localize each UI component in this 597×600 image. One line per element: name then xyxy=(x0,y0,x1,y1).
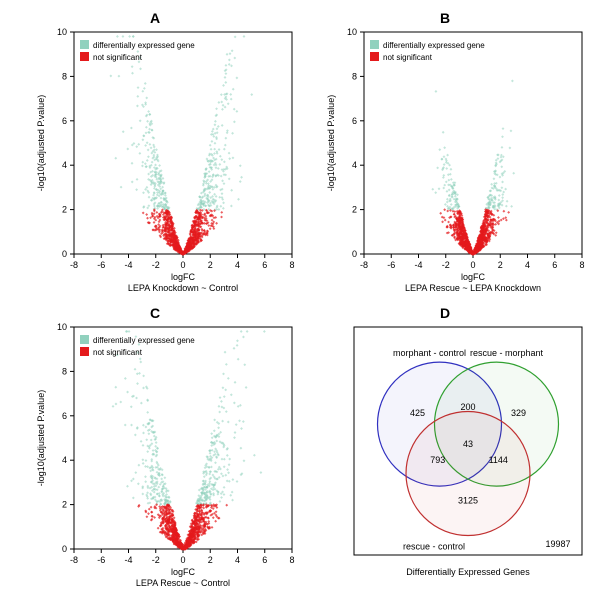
svg-text:8: 8 xyxy=(62,366,67,376)
svg-text:8: 8 xyxy=(579,260,584,270)
svg-text:6: 6 xyxy=(62,411,67,421)
svg-text:-8: -8 xyxy=(70,260,78,270)
svg-text:-2: -2 xyxy=(152,260,160,270)
svg-text:2: 2 xyxy=(62,500,67,510)
svg-text:4: 4 xyxy=(62,455,67,465)
svg-text:logFC: logFC xyxy=(171,272,196,282)
svg-text:-log10(adjusted P.value): -log10(adjusted P.value) xyxy=(36,95,46,191)
svg-text:-4: -4 xyxy=(124,555,132,565)
svg-text:-6: -6 xyxy=(97,260,105,270)
svg-text:2: 2 xyxy=(352,205,357,215)
venn-count-rm-rc: 1144 xyxy=(489,455,508,465)
panel-A-title: A xyxy=(30,10,280,26)
figure: A -8-6-4-2024680246810logFCLEPA Knockdow… xyxy=(0,0,597,600)
svg-text:0: 0 xyxy=(62,544,67,554)
svg-text:differentially expressed gene: differentially expressed gene xyxy=(93,336,195,345)
panel-B-svg: -8 -6 -4 -2 0 2 4 6 8 0 2 4 6 8 10 logFCLEPA Rescue ~ L… xyxy=(320,26,590,296)
svg-text:-8: -8 xyxy=(360,260,368,270)
svg-text:10: 10 xyxy=(57,322,67,332)
venn-count-all: 43 xyxy=(463,439,473,449)
svg-text:8: 8 xyxy=(289,555,294,565)
svg-text:-4: -4 xyxy=(124,260,132,270)
legend: differentially expressed gene not signifi… xyxy=(80,335,195,357)
venn-count-mc: 425 xyxy=(410,408,425,418)
svg-text:-log10(adjusted P.value): -log10(adjusted P.value) xyxy=(36,390,46,486)
svg-text:0: 0 xyxy=(180,260,185,270)
panel-D-title: D xyxy=(320,305,570,321)
svg-text:Differentially Expressed Genes: Differentially Expressed Genes xyxy=(406,567,530,577)
svg-text:8: 8 xyxy=(352,71,357,81)
svg-text:-6: -6 xyxy=(387,260,395,270)
svg-text:6: 6 xyxy=(262,555,267,565)
svg-text:-8: -8 xyxy=(70,555,78,565)
svg-text:LEPA Knockdown ~ Control: LEPA Knockdown ~ Control xyxy=(128,283,238,293)
svg-text:-log10(adjusted P.value): -log10(adjusted P.value) xyxy=(326,95,336,191)
svg-text:logFC: logFC xyxy=(171,567,196,577)
svg-text:2: 2 xyxy=(62,205,67,215)
svg-text:4: 4 xyxy=(525,260,530,270)
panel-C-title: C xyxy=(30,305,280,321)
svg-text:morphant - control: morphant - control xyxy=(393,348,466,358)
svg-text:0: 0 xyxy=(62,249,67,259)
venn-count-mc-rm: 200 xyxy=(460,402,475,412)
svg-text:10: 10 xyxy=(57,27,67,37)
svg-text:2: 2 xyxy=(498,260,503,270)
panel-B-title: B xyxy=(320,10,570,26)
svg-text:8: 8 xyxy=(62,71,67,81)
panel-A: A -8 -6 -4 -2 0 2 4 6 8 0 2 4 6 8 10 logFCLEPA Knockdow… xyxy=(30,10,300,300)
svg-text:-4: -4 xyxy=(414,260,422,270)
svg-text:-2: -2 xyxy=(152,555,160,565)
svg-text:6: 6 xyxy=(262,260,267,270)
panel-B: B -8 -6 -4 -2 0 2 4 6 8 0 2 4 6 8 10 logFCLEPA Rescue ~… xyxy=(320,10,590,300)
svg-text:0: 0 xyxy=(352,249,357,259)
svg-text:0: 0 xyxy=(470,260,475,270)
panel-A-svg: -8 -6 -4 -2 0 2 4 6 8 0 2 4 6 8 10 logFCLEPA Knockdown … xyxy=(30,26,300,296)
svg-text:4: 4 xyxy=(352,160,357,170)
svg-text:4: 4 xyxy=(235,555,240,565)
svg-text:logFC: logFC xyxy=(461,272,486,282)
panel-D: D morphant - control rescue - morphant res… xyxy=(320,305,590,595)
svg-text:differentially expressed gene: differentially expressed gene xyxy=(383,41,485,50)
svg-text:6: 6 xyxy=(62,116,67,126)
svg-text:-2: -2 xyxy=(442,260,450,270)
svg-text:not significant: not significant xyxy=(93,348,143,357)
legend: differentially expressed gene not signifi… xyxy=(370,40,485,62)
svg-text:8: 8 xyxy=(289,260,294,270)
venn-count-outside: 19987 xyxy=(545,539,570,549)
panel-C-svg: -8 -6 -4 -2 0 2 4 6 8 0 2 4 6 8 10 logFCLEPA Rescue ~ C… xyxy=(30,321,300,591)
svg-text:not significant: not significant xyxy=(383,53,433,62)
svg-text:4: 4 xyxy=(62,160,67,170)
venn-count-rc: 3125 xyxy=(458,496,478,506)
svg-text:6: 6 xyxy=(352,116,357,126)
svg-text:4: 4 xyxy=(235,260,240,270)
panel-D-svg: morphant - control rescue - morphant rescu… xyxy=(320,321,590,591)
svg-text:2: 2 xyxy=(208,260,213,270)
venn-circle-rescue-control xyxy=(406,412,530,536)
svg-text:2: 2 xyxy=(208,555,213,565)
panel-C: C -8 -6 -4 -2 0 2 4 6 8 0 2 4 6 8 10 logFCLEPA Rescue ~… xyxy=(30,305,300,595)
venn-count-rm: 329 xyxy=(511,408,526,418)
svg-text:-6: -6 xyxy=(97,555,105,565)
svg-text:rescue - morphant: rescue - morphant xyxy=(470,348,544,358)
svg-text:0: 0 xyxy=(180,555,185,565)
svg-text:rescue - control: rescue - control xyxy=(403,542,465,552)
svg-text:LEPA Rescue ~ Control: LEPA Rescue ~ Control xyxy=(136,578,230,588)
svg-text:LEPA Rescue ~ LEPA Knockdown: LEPA Rescue ~ LEPA Knockdown xyxy=(405,283,541,293)
svg-text:not significant: not significant xyxy=(93,53,143,62)
svg-text:6: 6 xyxy=(552,260,557,270)
svg-text:10: 10 xyxy=(347,27,357,37)
venn-count-mc-rc: 793 xyxy=(430,455,445,465)
svg-text:differentially expressed gene: differentially expressed gene xyxy=(93,41,195,50)
